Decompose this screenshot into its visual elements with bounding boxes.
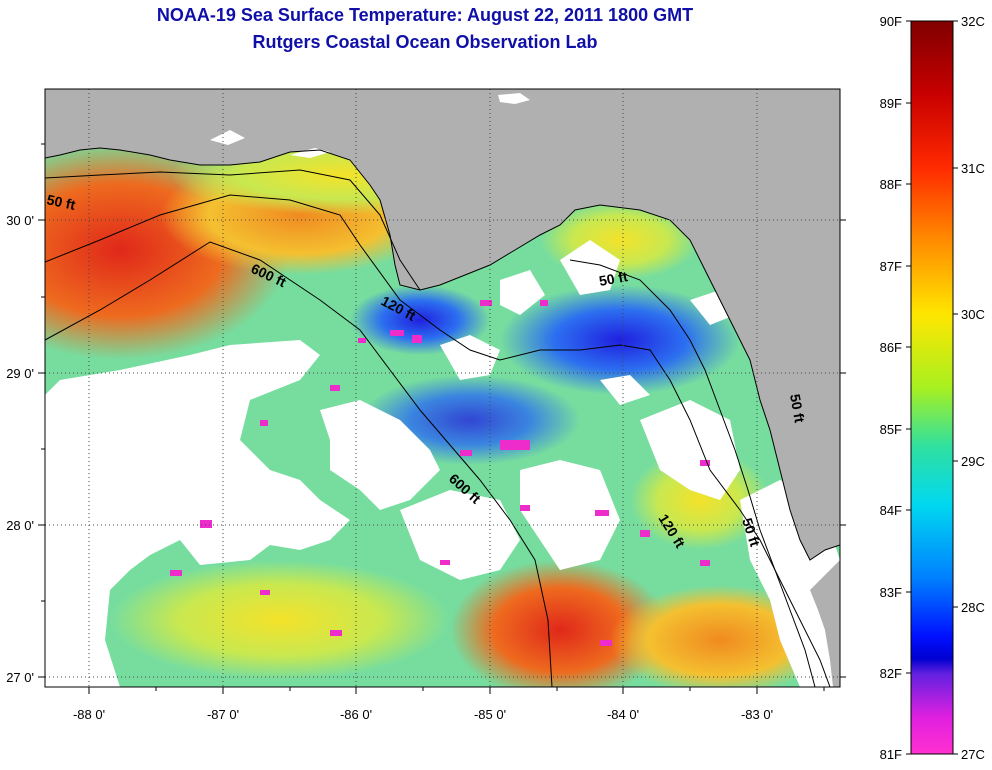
contour-label-50ft-coast: 50 ft (787, 393, 808, 424)
colorbar-c-label: 32C (961, 14, 985, 29)
colorbar-c-label: 30C (961, 307, 985, 322)
x-tick-label: -83 0' (741, 707, 773, 722)
tick-marks (38, 143, 846, 694)
cold-specks (170, 300, 710, 646)
colorbar-f-labels: 90F 89F 88F 87F 86F 85F 84F 83F 82F 81F (880, 14, 902, 762)
y-tick-label: 30 0' (6, 213, 34, 228)
map-image-area: 50 ft 600 ft 120 ft 50 ft 600 ft 120 ft … (45, 89, 840, 687)
colorbar-f-label: 88F (880, 177, 902, 192)
colorbar-scale (910, 20, 954, 755)
colorbar-f-label: 89F (880, 96, 902, 111)
y-tick-label: 29 0' (6, 366, 34, 381)
x-axis-labels: -88 0' -87 0' -86 0' -85 0' -84 0' -83 0… (73, 707, 773, 722)
bathymetry-contours (45, 169, 831, 687)
y-axis-labels: 30 0' 29 0' 28 0' 27 0' (6, 213, 34, 685)
colorbar-c-label: 29C (961, 454, 985, 469)
lower-peninsula-land (810, 560, 840, 687)
colorbar-f-label: 87F (880, 259, 902, 274)
contour-50ft-north (45, 169, 421, 291)
x-tick-label: -87 0' (207, 707, 239, 722)
colorbar-f-label: 86F (880, 340, 902, 355)
cool-apalachicola-patch (350, 285, 490, 355)
colorbar-ticks (906, 20, 958, 755)
x-tick-label: -84 0' (607, 707, 639, 722)
graticule (45, 89, 840, 687)
y-tick-label: 27 0' (6, 670, 34, 685)
map-subtitle: Rutgers Coastal Ocean Observation Lab (252, 32, 598, 52)
colorbar-f-label: 85F (880, 422, 902, 437)
sst-map: 50 ft 600 ft 120 ft 50 ft 600 ft 120 ft … (6, 88, 846, 722)
colorbar-c-labels: 32C 31C 30C 29C 28C 27C (961, 14, 985, 762)
cool-bigbend-patch (500, 285, 740, 395)
colorbar-f-label: 81F (880, 747, 902, 762)
colorbar-f-label: 83F (880, 585, 902, 600)
florida-land (45, 89, 840, 560)
colorbar-c-label: 28C (961, 600, 985, 615)
colorbar-f-label: 82F (880, 666, 902, 681)
x-tick-label: -88 0' (73, 707, 105, 722)
colorbar-c-label: 31C (961, 161, 985, 176)
contour-600ft (45, 241, 553, 687)
map-title: NOAA-19 Sea Surface Temperature: August … (156, 5, 694, 25)
contour-50ft-east (569, 259, 816, 687)
x-tick-label: -85 0' (474, 707, 506, 722)
map-frame (44, 88, 841, 688)
yellow-sw-patch (110, 560, 450, 680)
coastline (45, 147, 840, 561)
contour-120ft-north (45, 194, 831, 687)
x-tick-label: -86 0' (340, 707, 372, 722)
colorbar-c-label: 27C (961, 747, 985, 762)
contour-label-50ft-nw: 50 ft (45, 191, 77, 213)
temperature-colorbar: 90F 89F 88F 87F 86F 85F 84F 83F 82F 81F … (880, 14, 985, 762)
y-tick-label: 28 0' (6, 518, 34, 533)
contour-label-50ft-bigbend: 50 ft (598, 268, 629, 289)
colorbar-f-label: 84F (880, 503, 902, 518)
colorbar-f-label: 90F (880, 14, 902, 29)
